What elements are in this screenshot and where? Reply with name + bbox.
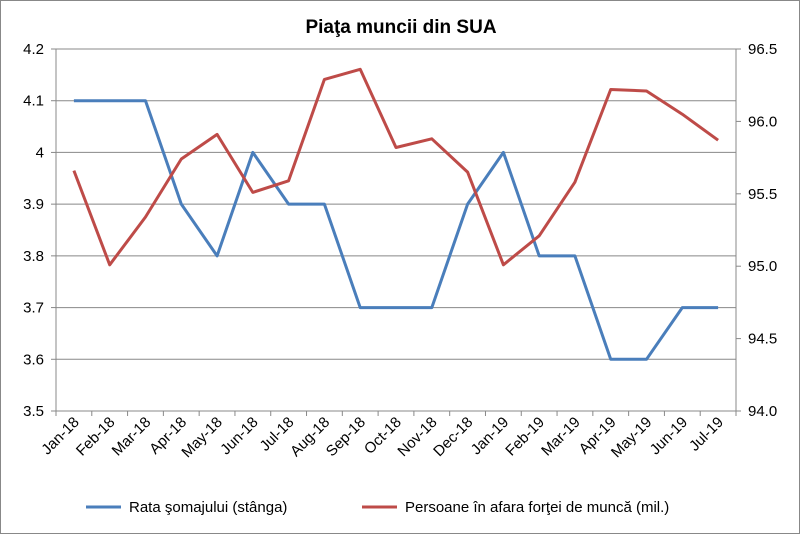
x-tick-label: Aug-18 (287, 414, 333, 460)
series-line-not-in-labor-force (72, 67, 719, 267)
left-tick-label: 4 (36, 144, 44, 161)
x-tick-label: May-18 (178, 414, 225, 461)
left-tick-label: 3.8 (23, 248, 44, 265)
x-tick-label: Jun-19 (647, 414, 691, 458)
right-tick-label: 96.0 (748, 113, 777, 130)
x-tick-label: Sep-18 (323, 414, 369, 460)
right-axis-ticks: 94.0 94.5 95.0 95.5 96.0 96.5 (748, 41, 777, 420)
right-tick-label: 95.0 (748, 258, 777, 275)
right-tick-label: 94.5 (748, 331, 777, 348)
axes (51, 48, 741, 416)
right-tick-label: 96.5 (748, 41, 777, 58)
left-tick-label: 3.6 (23, 351, 44, 368)
chart-title: Piaţa muncii din SUA (305, 17, 496, 38)
right-tick-label: 95.5 (748, 186, 777, 203)
legend-label-not-in-labor-force: Persoane în afara forţei de muncă (mil.) (405, 499, 669, 516)
left-tick-label: 3.5 (23, 403, 44, 420)
series-lines (72, 67, 719, 361)
left-tick-label: 4.1 (23, 93, 44, 110)
legend: Rata şomajului (stânga) Persoane în afar… (86, 499, 669, 516)
x-tick-label: Feb-18 (73, 414, 119, 460)
right-tick-label: 94.0 (748, 403, 777, 420)
legend-label-unemployment: Rata şomajului (stânga) (129, 499, 287, 516)
x-tick-label: Dec-18 (430, 414, 476, 460)
x-tick-label: Jun-18 (217, 414, 261, 458)
series-line-unemployment (73, 99, 719, 361)
gridlines (56, 48, 736, 412)
x-tick-label: Feb-19 (502, 414, 548, 460)
x-tick-label: May-19 (608, 414, 655, 461)
x-tick-label: Jul-19 (686, 414, 727, 455)
left-tick-label: 4.2 (23, 41, 44, 58)
x-tick-label: Mar-18 (109, 414, 155, 460)
left-tick-label: 3.9 (23, 196, 44, 213)
x-axis-ticks: Jan-18Feb-18Mar-18Apr-18May-18Jun-18Jul-… (38, 414, 727, 461)
left-axis-ticks: 3.5 3.6 3.7 3.8 3.9 4 4.1 4.2 (23, 41, 44, 420)
x-tick-label: Mar-19 (538, 414, 584, 460)
x-tick-label: Nov-18 (394, 414, 440, 460)
left-tick-label: 3.7 (23, 300, 44, 317)
